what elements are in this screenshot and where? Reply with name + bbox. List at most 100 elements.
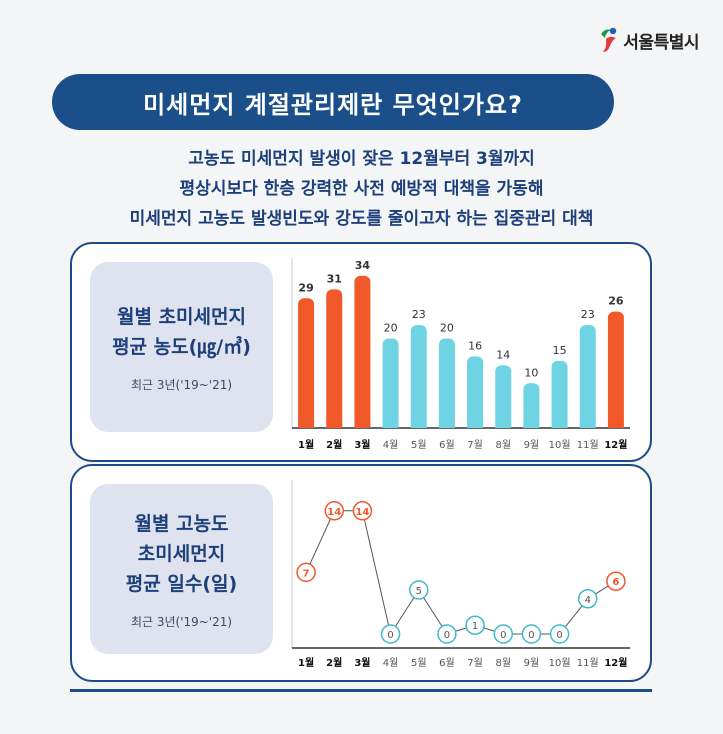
bar [382,338,399,428]
bar [467,356,484,428]
highdays-title-line3: 평균 일수(일) [125,572,238,595]
bar [523,383,540,428]
bar [410,325,427,428]
x-tick-label: 11월 [577,657,599,669]
intro-line: 미세먼지 고농도 발생빈도와 강도를 줄이고자 하는 집중관리 대책 [129,209,594,229]
data-point [493,624,513,644]
bar-base [298,422,315,428]
concentration-label-box: 월별 초미세먼지 평균 농도(㎍/㎥) 최근 3년('19~'21) [90,262,273,432]
bar-base [523,422,540,428]
bar-base [551,422,568,428]
bar [326,289,343,428]
data-point [380,624,401,644]
point-value-label: 0 [387,630,393,641]
point-value-label: 0 [444,630,450,641]
bar-value-label: 31 [327,272,342,285]
x-tick-label: 1월 [298,439,314,451]
x-tick-label: 1월 [298,657,314,669]
bar-value-label: 10 [524,366,538,379]
bar [579,325,596,428]
bar-value-label: 29 [298,281,313,294]
point-value-label: 5 [416,586,422,597]
highdays-subtitle: 최근 3년('19~'21) [130,614,233,629]
bar-value-label: 34 [355,259,371,272]
point-value-label: 1 [472,621,478,632]
x-tick-label: 9월 [524,657,540,669]
point-value-label: 6 [612,577,619,588]
x-tick-label: 4월 [383,657,399,669]
bar-base [438,422,455,428]
bar-value-label: 20 [440,322,454,335]
highdays-line-chart: 7 1월 14 2월 14 3월 0 4월 5 5월 0 6월 1 7월 0 8월 0 9월 0 10월 4 11월 6 12… [291,480,630,669]
bar-value-label: 14 [496,348,510,361]
data-point [437,624,457,644]
series-line [305,510,617,636]
bar [607,311,624,428]
concentration-card: 월별 초미세먼지 평균 농도(㎍/㎥) 최근 3년('19~'21) 29 1월 3… [70,242,652,462]
data-point [465,615,485,635]
bar-value-label: 16 [468,339,482,352]
x-tick-label: 6월 [439,439,455,451]
bar-value-label: 15 [553,344,567,357]
bar-base [467,422,484,428]
point-value-label: 0 [556,630,562,641]
x-tick-label: 6월 [439,657,455,669]
bar [298,298,315,428]
x-tick-label: 3월 [354,439,370,451]
bar-value-label: 23 [412,308,426,321]
x-tick-label: 10월 [549,439,571,451]
bar-base [579,422,596,428]
bar-base [410,422,427,428]
x-tick-label: 7월 [467,657,483,669]
bar-base [495,422,512,428]
bottom-divider [70,689,652,692]
bar-base [354,422,371,428]
x-tick-label: 2월 [326,657,342,669]
bar [438,338,455,428]
x-tick-label: 9월 [524,439,540,451]
point-value-label: 0 [500,630,506,641]
point-value-label: 4 [585,595,591,606]
bar [354,275,371,428]
page-title: 미세먼지 계절관리제란 무엇인가요? [52,74,614,130]
x-tick-label: 12월 [604,439,627,451]
data-point [324,501,344,521]
data-point [578,589,598,609]
x-tick-label: 12월 [604,657,627,669]
bar [495,365,512,428]
concentration-title-line1: 월별 초미세먼지 [117,305,246,328]
x-tick-label: 4월 [383,439,399,451]
bar-value-label: 23 [581,308,595,321]
point-value-label: 14 [327,507,341,518]
x-tick-label: 5월 [411,439,427,451]
data-point [549,624,570,644]
bar-base [607,422,624,428]
data-point [352,501,373,521]
x-tick-label: 8월 [495,657,511,669]
x-tick-label: 10월 [549,657,571,669]
point-value-label: 14 [355,507,369,518]
intro-line: 고농도 미세먼지 발생이 잦은 12월부터 3월까지 [188,149,535,169]
bar-base [382,422,399,428]
data-point [606,571,626,591]
x-tick-label: 7월 [467,439,483,451]
x-tick-label: 2월 [326,439,342,451]
highdays-label-box: 월별 고농도 초미세먼지 평균 일수(일) 최근 3년('19~'21) [90,484,273,654]
concentration-title-line2: 평균 농도(㎍/㎥) [112,335,251,358]
point-value-label: 7 [303,568,310,579]
brand-name: 서울특별시 [623,32,699,53]
point-value-label: 0 [528,630,534,641]
highdays-title-line1: 월별 고농도 [134,512,229,535]
data-point [521,624,542,644]
x-tick-label: 11월 [577,439,599,451]
highdays-title-line2: 초미세먼지 [137,542,226,565]
data-point [409,580,429,600]
seoul-logo-icon [601,27,617,52]
x-tick-label: 5월 [411,657,427,669]
concentration-bar-chart: 29 1월 31 2월 34 3월 20 4월 23 5월 20 6월 16 7월 14 8월 10 9월 15 10… [291,258,630,451]
seoul-logo: 서울특별시 [597,26,699,54]
bar-value-label: 20 [384,322,398,335]
intro-line: 평상시보다 한층 강력한 사전 예방적 대책을 가동해 [179,179,544,199]
bar-base [326,422,343,428]
bar-value-label: 26 [608,295,624,308]
